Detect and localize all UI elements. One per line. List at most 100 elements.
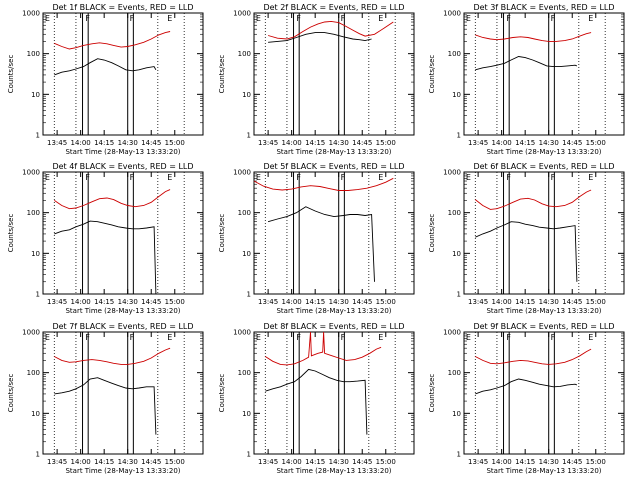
- y-tick-label: 1: [247, 291, 251, 299]
- x-tick-label: 15:00: [165, 298, 185, 306]
- x-tick-label: 14:30: [539, 458, 559, 466]
- plot-frame: [253, 12, 415, 136]
- attenuator-box: [127, 331, 134, 455]
- attenuator-label: F: [341, 173, 346, 182]
- y-tick-label: 10: [452, 410, 461, 418]
- x-tick-label: 14:30: [118, 139, 138, 147]
- attenuator-label: F: [551, 333, 556, 342]
- x-tick-label: 14:00: [492, 139, 512, 147]
- attenuator-label: F: [85, 14, 90, 23]
- y-tick-label: 10: [242, 91, 251, 99]
- panel-9: Det 9f BLACK = Events, RED = LLD 1 10 100 10…: [428, 322, 625, 475]
- attenuator-box: [503, 331, 510, 455]
- attenuator-box: [503, 12, 510, 136]
- y-tick-label: 1: [36, 451, 40, 459]
- attenuator-label: F: [85, 333, 90, 342]
- panel-title: Det 3f BLACK = Events, RED = LLD: [473, 3, 614, 12]
- panel-title: Det 7f BLACK = Events, RED = LLD: [52, 322, 193, 331]
- x-axis-label: Start Time (28-May-13 13:33:20): [486, 307, 601, 315]
- panel-7: Det 7f BLACK = Events, RED = LLD 1 10 100 10…: [7, 322, 204, 475]
- y-tick-label: 1000: [22, 10, 40, 18]
- x-tick-label: 15:00: [165, 139, 185, 147]
- plot-frame: [42, 171, 204, 295]
- series-line-events: [54, 220, 157, 295]
- x-tick-label: 15:00: [376, 458, 396, 466]
- x-axis-label: Start Time (28-May-13 13:33:20): [65, 307, 180, 315]
- attenuator-box: [82, 12, 89, 136]
- y-tick-label: 1: [457, 132, 461, 140]
- x-tick-label: 14:00: [492, 458, 512, 466]
- y-axis-label: Counts/sec: [7, 214, 15, 253]
- x-tick-label: 13:45: [468, 139, 488, 147]
- x-tick-label: 14:15: [94, 139, 114, 147]
- x-tick-label: 14:00: [282, 458, 302, 466]
- series-line-lld: [54, 347, 171, 365]
- plot-frame: [42, 331, 204, 455]
- attenuator-box: [548, 331, 555, 455]
- x-axis-label: Start Time (28-May-13 13:33:20): [486, 148, 601, 156]
- attenuator-label: E: [588, 14, 593, 23]
- attenuator-label: E: [167, 14, 172, 23]
- x-tick-label: 14:30: [539, 139, 559, 147]
- x-tick-label: 15:00: [376, 139, 396, 147]
- series-line-events: [475, 221, 578, 282]
- x-tick-label: 14:15: [305, 139, 325, 147]
- x-tick-label: 14:45: [352, 298, 372, 306]
- attenuator-label: F: [551, 173, 556, 182]
- attenuator-box: [548, 12, 555, 136]
- attenuator-label: F: [130, 14, 135, 23]
- attenuator-label: E: [588, 333, 593, 342]
- x-tick-label: 14:45: [141, 458, 161, 466]
- attenuator-label: E: [588, 173, 593, 182]
- attenuator-label: F: [85, 173, 90, 182]
- x-tick-label: 14:45: [562, 458, 582, 466]
- panel-3: Det 3f BLACK = Events, RED = LLD 1 10 100 10…: [428, 3, 625, 156]
- plot-frame: [42, 12, 204, 136]
- y-tick-label: 1000: [22, 169, 40, 177]
- series-line-lld: [475, 32, 592, 42]
- panel-title: Det 1f BLACK = Events, RED = LLD: [52, 3, 193, 12]
- y-axis-label: Counts/sec: [7, 55, 15, 94]
- y-tick-label: 100: [448, 50, 461, 58]
- x-tick-label: 15:00: [165, 458, 185, 466]
- x-tick-label: 14:00: [71, 458, 91, 466]
- series-line-events: [268, 32, 372, 43]
- x-tick-label: 14:45: [352, 458, 372, 466]
- y-tick-label: 1: [36, 132, 40, 140]
- x-tick-label: 14:30: [329, 139, 349, 147]
- x-tick-label: 14:15: [515, 298, 535, 306]
- panel-title: Det 8f BLACK = Events, RED = LLD: [263, 322, 404, 331]
- attenuator-box: [127, 12, 134, 136]
- series-line-events: [54, 377, 157, 435]
- attenuator-label: E: [378, 14, 383, 23]
- x-tick-label: 14:45: [141, 298, 161, 306]
- attenuator-label: E: [256, 333, 261, 342]
- attenuator-label: F: [296, 14, 301, 23]
- attenuator-label: E: [378, 333, 383, 342]
- y-axis-label: Counts/sec: [218, 374, 226, 413]
- x-tick-label: 14:00: [71, 298, 91, 306]
- x-tick-label: 13:45: [47, 298, 67, 306]
- y-tick-label: 10: [452, 250, 461, 258]
- plot-frame: [253, 331, 415, 455]
- y-tick-label: 1: [457, 451, 461, 459]
- panel-1: Det 1f BLACK = Events, RED = LLD 1 10 100 10…: [7, 3, 204, 156]
- panel-5: Det 5f BLACK = Events, RED = LLD 1 10 100 10…: [218, 162, 415, 315]
- x-tick-label: 15:00: [586, 298, 606, 306]
- y-axis-label: Counts/sec: [218, 214, 226, 253]
- series-line-lld: [475, 348, 592, 365]
- y-tick-label: 1: [247, 132, 251, 140]
- y-tick-label: 100: [238, 50, 251, 58]
- y-tick-label: 10: [242, 410, 251, 418]
- attenuator-label: F: [130, 173, 135, 182]
- y-tick-label: 100: [27, 209, 40, 217]
- y-tick-label: 100: [448, 369, 461, 377]
- panel-2: Det 2f BLACK = Events, RED = LLD 1 10 100 10…: [218, 3, 415, 156]
- x-tick-label: 15:00: [376, 298, 396, 306]
- x-tick-label: 14:30: [539, 298, 559, 306]
- y-tick-label: 10: [242, 250, 251, 258]
- x-tick-label: 14:00: [492, 298, 512, 306]
- x-tick-label: 14:15: [515, 139, 535, 147]
